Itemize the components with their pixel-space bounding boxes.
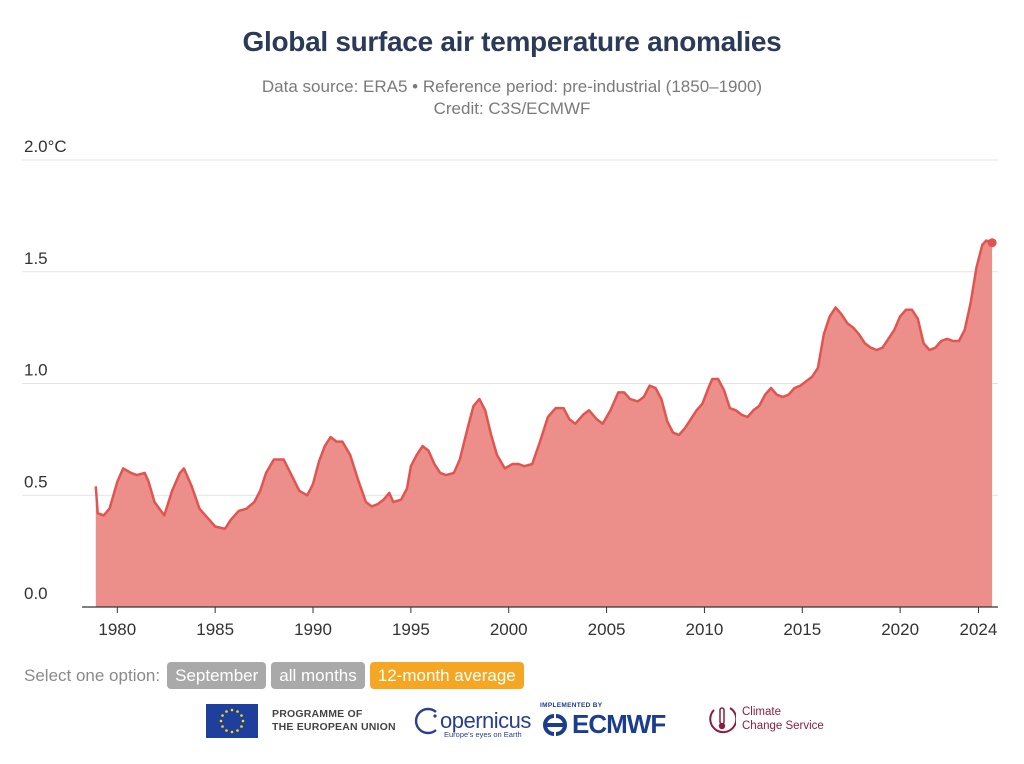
eu-star bbox=[240, 725, 243, 728]
eu-programme-logo[interactable]: PROGRAMME OF THE EUROPEAN UNION bbox=[206, 704, 396, 738]
eu-star bbox=[221, 714, 224, 717]
x-tick-label: 2020 bbox=[881, 620, 919, 639]
option-september-button[interactable]: September bbox=[167, 662, 267, 689]
subtitle-source: Data source: ERA5 • Reference period: pr… bbox=[261, 77, 763, 96]
c3s-logo[interactable]: Climate Change Service bbox=[706, 702, 824, 736]
eu-star bbox=[240, 714, 243, 717]
latest-value-marker[interactable] bbox=[987, 238, 997, 248]
eu-star bbox=[225, 710, 228, 713]
chart-subtitle: Data source: ERA5 • Reference period: pr… bbox=[0, 76, 1024, 120]
y-tick-label: 0.5 bbox=[24, 472, 48, 491]
c3s-text: Climate Change Service bbox=[742, 706, 824, 732]
ecmwf-wordmark: ECMWF bbox=[572, 708, 666, 739]
option-selector: Select one option: September all months … bbox=[24, 662, 524, 689]
eu-star bbox=[230, 708, 234, 712]
subtitle-credit: Credit: C3S/ECMWF bbox=[433, 99, 591, 118]
y-tick-label: 2.0°C bbox=[24, 137, 67, 156]
anomaly-line bbox=[94, 239, 993, 531]
eu-star bbox=[225, 729, 228, 732]
climate-thermometer-icon bbox=[709, 707, 736, 734]
copernicus-wordmark: opernicus bbox=[440, 708, 531, 733]
eu-star bbox=[221, 725, 224, 728]
x-tick-label: 1980 bbox=[98, 620, 136, 639]
copernicus-c-icon bbox=[414, 707, 437, 735]
ecmwf-symbol-icon bbox=[543, 714, 567, 736]
y-axis-labels: 0.0 0.5 1.0 1.5 2.0°C bbox=[24, 137, 67, 603]
x-tick-label: 1990 bbox=[294, 620, 332, 639]
copernicus-logo[interactable]: opernicus Europe's eyes on Earth bbox=[414, 700, 531, 742]
copernicus-tagline: Europe's eyes on Earth bbox=[444, 730, 522, 739]
y-tick-label: 1.5 bbox=[24, 249, 48, 268]
eu-star bbox=[236, 710, 239, 713]
temperature-anomaly-chart: 0.0 0.5 1.0 1.5 2.0°C 1980 1985 1990 1995 2000 20… bbox=[22, 137, 998, 639]
x-tick-label: 2010 bbox=[686, 620, 724, 639]
eu-star bbox=[236, 729, 239, 732]
x-axis-ticks bbox=[116, 607, 979, 613]
ecmwf-implemented-by: IMPLEMENTED BY bbox=[540, 702, 603, 709]
eu-star bbox=[230, 730, 234, 734]
option-12-month-average-button[interactable]: 12-month average bbox=[369, 662, 524, 689]
ecmwf-logo[interactable]: IMPLEMENTED BY ECMWF bbox=[538, 698, 688, 742]
anomaly-area bbox=[95, 240, 993, 607]
option-all-months-button[interactable]: all months bbox=[271, 662, 365, 689]
y-tick-label: 0.0 bbox=[24, 584, 48, 603]
eu-star bbox=[219, 719, 223, 723]
y-tick-label: 1.0 bbox=[24, 361, 48, 380]
x-tick-label: 1985 bbox=[196, 620, 234, 639]
eu-flag-icon bbox=[206, 704, 258, 738]
x-tick-label: 2024 bbox=[960, 620, 998, 639]
x-axis-labels: 1980 1985 1990 1995 2000 2005 2010 2015 2020 2024 bbox=[98, 620, 997, 639]
eu-programme-text: PROGRAMME OF THE EUROPEAN UNION bbox=[272, 708, 396, 733]
x-tick-label: 2015 bbox=[783, 620, 821, 639]
partner-logos: PROGRAMME OF THE EUROPEAN UNION opernicu… bbox=[0, 696, 1024, 746]
x-tick-label: 2000 bbox=[490, 620, 528, 639]
eu-star bbox=[241, 719, 245, 723]
chart-title: Global surface air temperature anomalies bbox=[242, 26, 782, 57]
x-tick-label: 1995 bbox=[392, 620, 430, 639]
x-tick-label: 2005 bbox=[588, 620, 626, 639]
option-selector-label: Select one option: bbox=[24, 665, 161, 685]
